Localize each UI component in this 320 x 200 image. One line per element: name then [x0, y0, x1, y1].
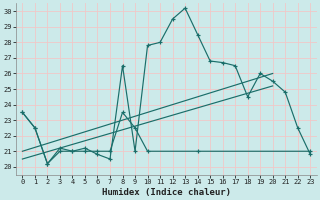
X-axis label: Humidex (Indice chaleur): Humidex (Indice chaleur) — [102, 188, 231, 197]
